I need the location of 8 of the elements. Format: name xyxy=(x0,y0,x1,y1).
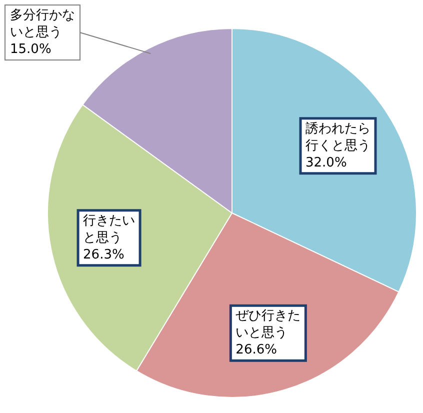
data-label: 15.0% xyxy=(10,42,52,57)
slice-label: 行きたいと思う xyxy=(83,213,136,246)
slice-label: 誘われたら行くと思う xyxy=(305,121,370,154)
data-label: 32.0% xyxy=(305,155,347,170)
slice-label: 多分行かないと思う xyxy=(10,8,75,40)
slice-label: ぜひ行きたいと思う xyxy=(236,308,301,341)
data-label: 26.3% xyxy=(83,247,124,262)
data-label: 26.6% xyxy=(236,342,277,358)
